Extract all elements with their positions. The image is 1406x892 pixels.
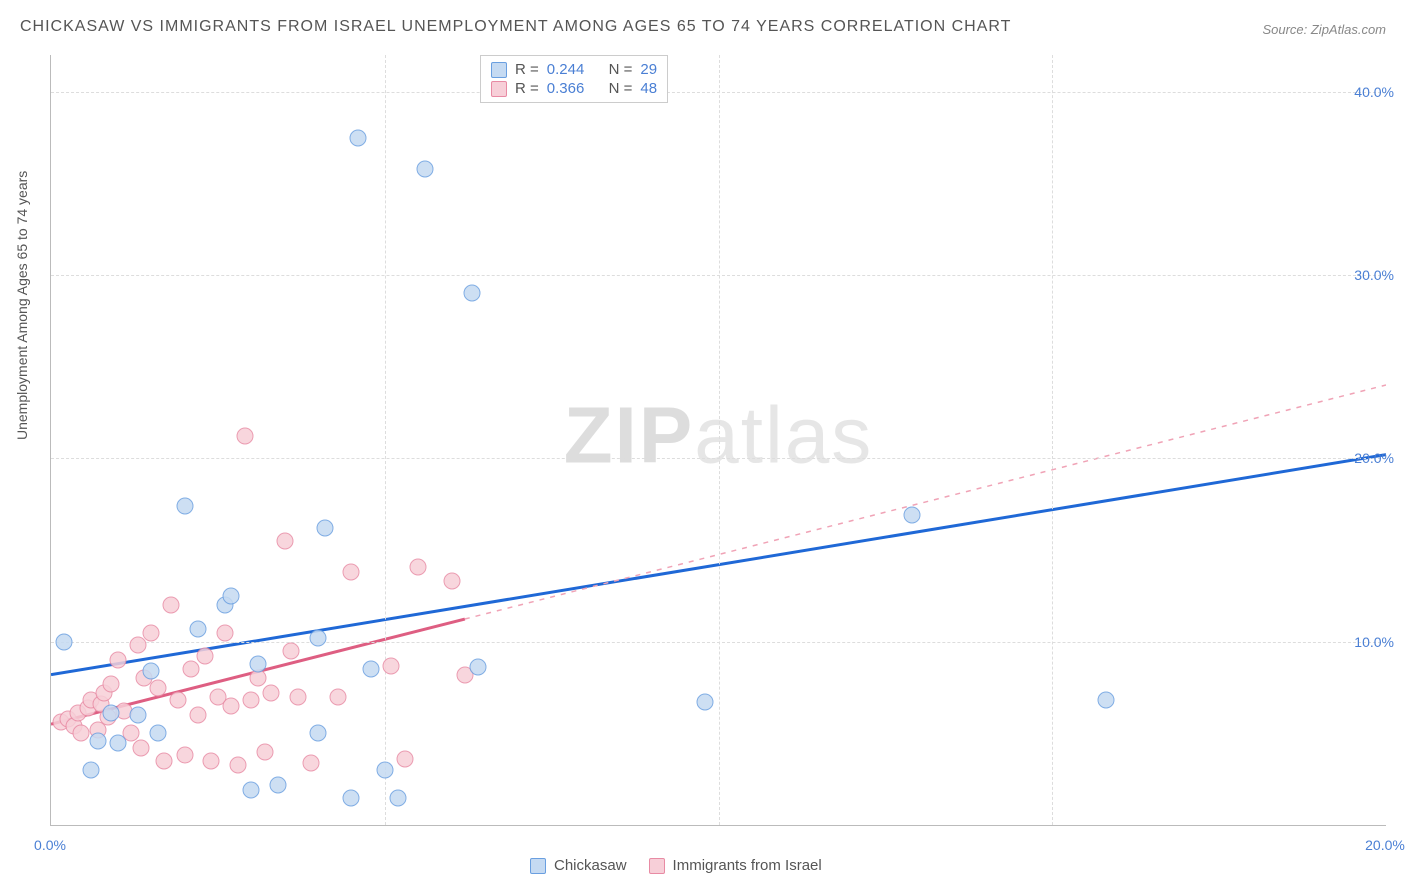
n-label: N =: [609, 61, 633, 78]
data-point: [343, 564, 360, 581]
data-point: [904, 507, 921, 524]
y-tick-label: 40.0%: [1354, 84, 1394, 100]
legend-swatch-0: [491, 62, 507, 78]
data-point: [283, 642, 300, 659]
data-point: [223, 697, 240, 714]
data-point: [236, 428, 253, 445]
plot-area: ZIPatlas: [50, 55, 1386, 826]
r-value-0: 0.244: [547, 61, 585, 78]
data-point: [103, 705, 120, 722]
x-tick-label: 0.0%: [34, 837, 66, 853]
data-point: [223, 587, 240, 604]
data-point: [310, 630, 327, 647]
data-point: [269, 776, 286, 793]
data-point: [343, 789, 360, 806]
data-point: [396, 751, 413, 768]
legend-item-0: Chickasaw: [530, 857, 627, 874]
data-point: [263, 685, 280, 702]
n-label: N =: [609, 80, 633, 97]
data-point: [73, 725, 90, 742]
r-label: R =: [515, 61, 539, 78]
watermark-light: atlas: [694, 390, 873, 479]
data-point: [129, 707, 146, 724]
data-point: [143, 663, 160, 680]
legend-bottom-label-1: Immigrants from Israel: [673, 857, 822, 874]
chart-title: CHICKASAW VS IMMIGRANTS FROM ISRAEL UNEM…: [20, 18, 1011, 36]
y-axis-label: Unemployment Among Ages 65 to 74 years: [14, 171, 30, 440]
watermark-bold: ZIP: [564, 390, 694, 479]
data-point: [189, 707, 206, 724]
legend-stats-row-0: R = 0.244 N = 29: [491, 60, 657, 79]
data-point: [129, 637, 146, 654]
data-point: [350, 129, 367, 146]
data-point: [1097, 692, 1114, 709]
data-point: [256, 743, 273, 760]
data-point: [163, 597, 180, 614]
legend-swatch-1: [491, 81, 507, 97]
data-point: [390, 789, 407, 806]
data-point: [189, 620, 206, 637]
gridline-v: [719, 55, 720, 825]
data-point: [203, 752, 220, 769]
data-point: [133, 740, 150, 757]
n-value-1: 48: [640, 80, 657, 97]
gridline-v: [1052, 55, 1053, 825]
r-label: R =: [515, 80, 539, 97]
data-point: [383, 657, 400, 674]
legend-item-1: Immigrants from Israel: [649, 857, 822, 874]
data-point: [56, 633, 73, 650]
data-point: [310, 725, 327, 742]
data-point: [183, 661, 200, 678]
y-tick-label: 20.0%: [1354, 450, 1394, 466]
legend-bottom-label-0: Chickasaw: [554, 857, 627, 874]
n-value-0: 29: [640, 61, 657, 78]
data-point: [176, 498, 193, 515]
data-point: [149, 679, 166, 696]
y-tick-label: 30.0%: [1354, 267, 1394, 283]
data-point: [697, 694, 714, 711]
data-point: [243, 782, 260, 799]
data-point: [289, 688, 306, 705]
data-point: [463, 285, 480, 302]
data-point: [243, 692, 260, 709]
data-point: [143, 624, 160, 641]
data-point: [316, 520, 333, 537]
data-point: [216, 624, 233, 641]
legend-stats: R = 0.244 N = 29 R = 0.366 N = 48: [480, 55, 668, 103]
data-point: [249, 655, 266, 672]
data-point: [89, 732, 106, 749]
y-tick-label: 10.0%: [1354, 634, 1394, 650]
source-label: Source: ZipAtlas.com: [1262, 22, 1386, 37]
data-point: [83, 762, 100, 779]
data-point: [103, 675, 120, 692]
data-point: [443, 573, 460, 590]
data-point: [169, 692, 186, 709]
legend-bottom-swatch-0: [530, 858, 546, 874]
data-point: [109, 652, 126, 669]
data-point: [410, 558, 427, 575]
data-point: [376, 762, 393, 779]
x-tick-label: 20.0%: [1365, 837, 1405, 853]
data-point: [196, 648, 213, 665]
data-point: [149, 725, 166, 742]
data-point: [229, 756, 246, 773]
gridline-v: [385, 55, 386, 825]
data-point: [276, 532, 293, 549]
data-point: [416, 160, 433, 177]
data-point: [249, 670, 266, 687]
data-point: [109, 734, 126, 751]
data-point: [363, 661, 380, 678]
data-point: [156, 752, 173, 769]
r-value-1: 0.366: [547, 80, 585, 97]
data-point: [176, 747, 193, 764]
legend-series: Chickasaw Immigrants from Israel: [530, 857, 822, 874]
legend-stats-row-1: R = 0.366 N = 48: [491, 79, 657, 98]
data-point: [303, 754, 320, 771]
data-point: [470, 659, 487, 676]
legend-bottom-swatch-1: [649, 858, 665, 874]
data-point: [330, 688, 347, 705]
